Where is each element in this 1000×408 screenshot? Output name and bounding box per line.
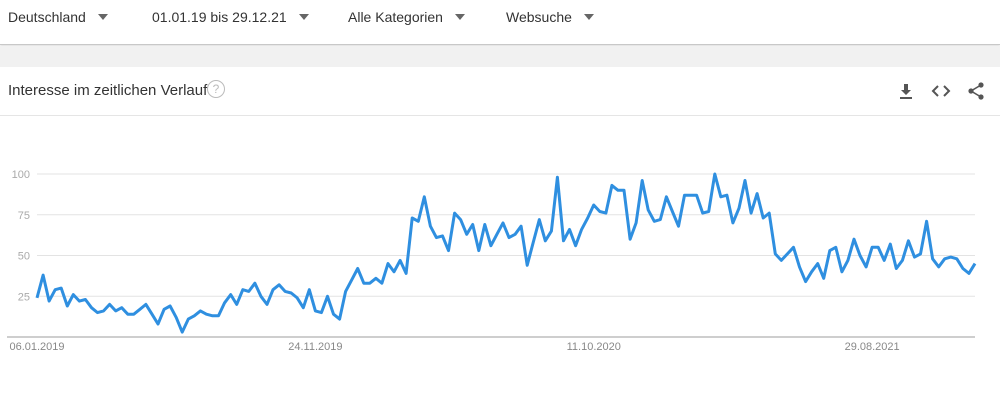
separator-band — [0, 46, 1000, 67]
filter-bar: Deutschland 01.01.19 bis 29.12.21 Alle K… — [0, 0, 1000, 45]
search-type-dropdown[interactable]: Websuche — [506, 9, 594, 25]
caret-down-icon — [583, 14, 594, 20]
embed-code-icon[interactable] — [931, 81, 951, 101]
x-tick-label: 11.10.2020 — [567, 341, 621, 353]
x-tick-label: 06.01.2019 — [9, 341, 64, 353]
category-label: Alle Kategorien — [348, 9, 443, 25]
x-tick-label: 29.08.2021 — [845, 341, 900, 353]
date-range-label: 01.01.19 bis 29.12.21 — [152, 9, 287, 25]
caret-down-icon — [454, 14, 465, 20]
help-icon[interactable]: ? — [207, 80, 225, 98]
region-dropdown[interactable]: Deutschland — [8, 9, 108, 25]
card-title: Interesse im zeitlichen Verlauf — [8, 82, 208, 99]
search-type-label: Websuche — [506, 9, 572, 25]
date-range-dropdown[interactable]: 01.01.19 bis 29.12.21 — [152, 9, 309, 25]
interest-over-time-card: Interesse im zeitlichen Verlauf ? — [0, 67, 1000, 408]
region-label: Deutschland — [8, 9, 86, 25]
x-tick-label: 24.11.2019 — [288, 341, 342, 353]
category-dropdown[interactable]: Alle Kategorien — [348, 9, 465, 25]
y-tick-label: 50 — [18, 251, 30, 263]
y-tick-label: 100 — [12, 169, 30, 181]
share-icon[interactable] — [966, 81, 986, 101]
y-tick-label: 75 — [18, 210, 30, 222]
y-tick-label: 25 — [18, 291, 30, 303]
caret-down-icon — [298, 14, 309, 20]
card-divider — [0, 115, 1000, 116]
interest-series-line — [35, 172, 977, 334]
caret-down-icon — [97, 14, 108, 20]
download-icon[interactable] — [896, 81, 916, 101]
